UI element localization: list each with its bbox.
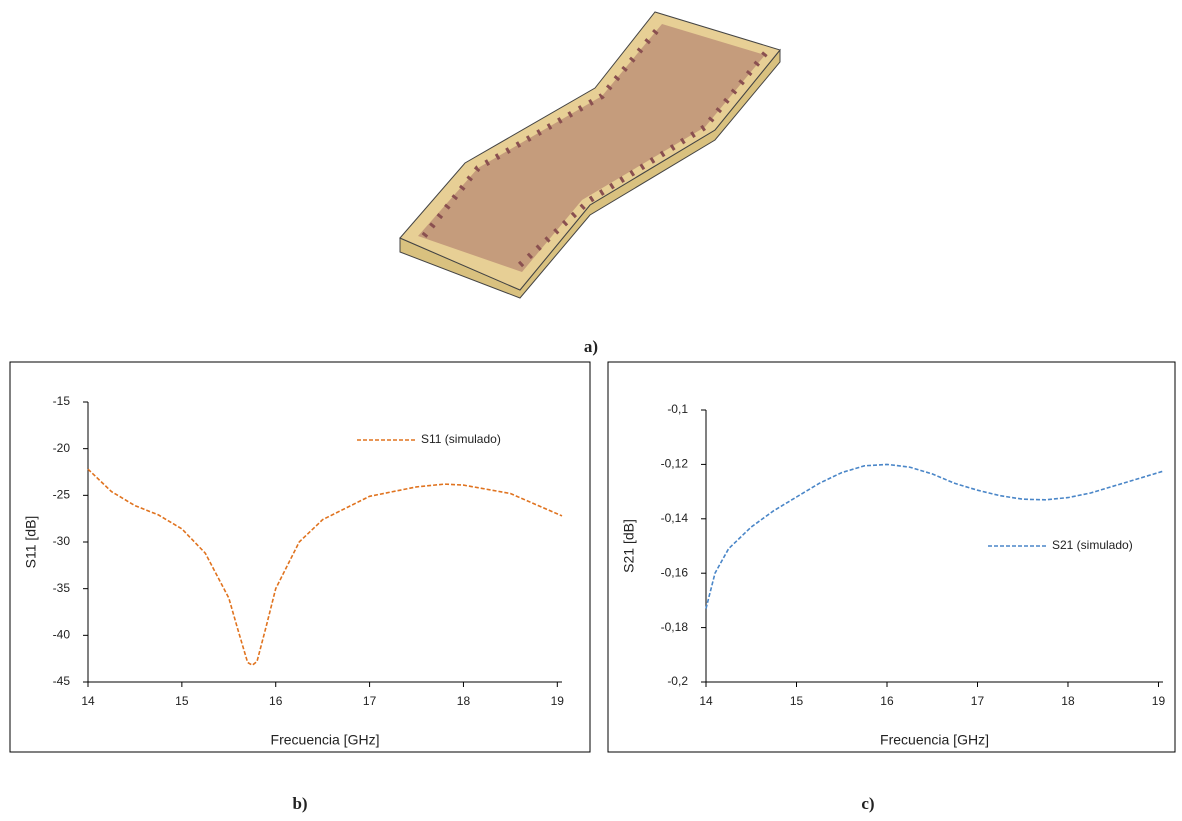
panel-label: c) (861, 794, 874, 813)
y-tick-label: -30 (53, 534, 71, 548)
x-tick-label: 17 (363, 694, 377, 708)
page: a) -45 -40 -35 -30 -25 -20 -15 14 15 16 17 18 19 Frec… (0, 0, 1182, 821)
x-tick-label: 17 (971, 694, 985, 708)
y-tick-label: -40 (53, 628, 71, 642)
x-tick-label: 14 (81, 694, 95, 708)
x-tick-label: 15 (790, 694, 804, 708)
y-tick-label: -0,18 (661, 620, 689, 634)
y-tick-label: -0,12 (661, 457, 689, 471)
y-tick-label: -0,2 (667, 674, 688, 688)
y-tick-label: -15 (53, 394, 71, 408)
x-tick-label: 18 (457, 694, 471, 708)
x-tick-label: 16 (269, 694, 283, 708)
y-axis-title: S21 [dB] (621, 519, 637, 573)
y-axis-title: S11 [dB] (23, 516, 39, 569)
y-tick-label: -0,1 (667, 402, 688, 416)
x-tick-label: 18 (1061, 694, 1075, 708)
figure: a) -45 -40 -35 -30 -25 -20 -15 14 15 16 17 18 19 Frec… (0, 0, 1182, 821)
waveguide-model (400, 12, 780, 298)
x-tick-label: 19 (551, 694, 565, 708)
x-axis-title: Frecuencia [GHz] (271, 732, 380, 748)
chart: -45 -40 -35 -30 -25 -20 -15 14 15 16 17 18 19 Frecuen… (10, 362, 590, 752)
y-tick-label: -20 (53, 441, 71, 455)
x-tick-label: 15 (175, 694, 189, 708)
panel-label: b) (292, 794, 307, 813)
x-axis-title: Frecuencia [GHz] (880, 732, 989, 748)
legend-label: S11 (simulado) (421, 432, 501, 446)
panel-label: a) (584, 337, 598, 356)
x-tick-label: 14 (699, 694, 713, 708)
chart-frame (10, 362, 590, 752)
copper-layer (418, 24, 765, 272)
x-tick-label: 16 (880, 694, 894, 708)
chart: -0,2 -0,18 -0,16 -0,14 -0,12 -0,1 14 15 16 17 18 19… (608, 362, 1175, 752)
y-tick-label: -45 (53, 674, 71, 688)
legend-label: S21 (simulado) (1052, 538, 1133, 552)
x-tick-label: 19 (1152, 694, 1166, 708)
y-tick-label: -25 (53, 488, 71, 502)
y-tick-label: -35 (53, 581, 71, 595)
y-tick-label: -0,16 (661, 565, 689, 579)
y-tick-label: -0,14 (661, 511, 689, 525)
